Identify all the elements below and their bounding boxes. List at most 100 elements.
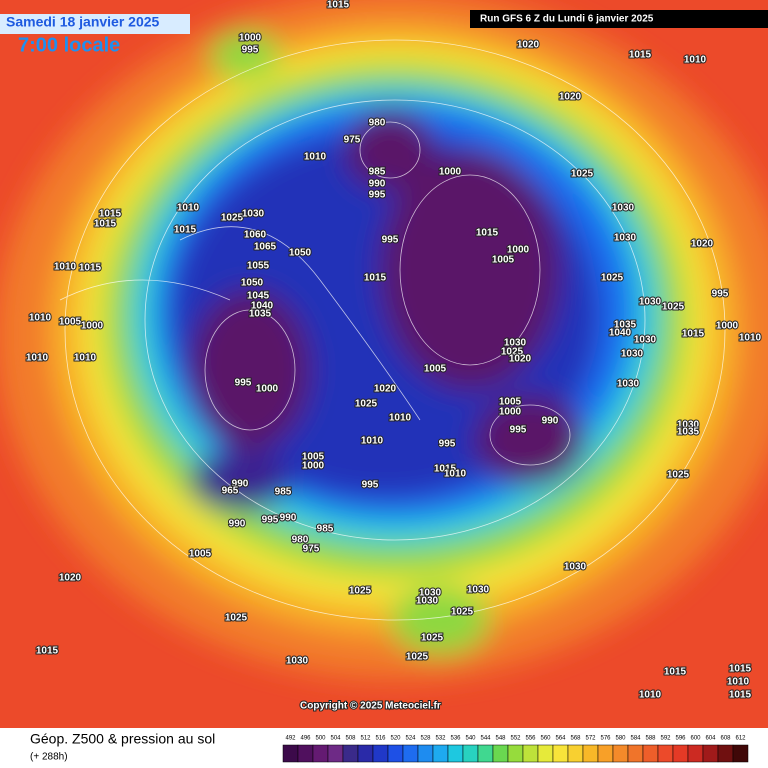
- isobar-label: 980: [369, 118, 386, 129]
- forecast-date: Samedi 18 janvier 2025: [6, 14, 160, 30]
- isobar-label: 1060: [244, 230, 267, 241]
- colorbar-swatch: [372, 744, 389, 763]
- isobar-label: 1000: [499, 407, 522, 418]
- isobar-label: 1035: [249, 309, 272, 320]
- isobar-label: 985: [369, 167, 386, 178]
- colorbar-label: 512: [360, 736, 371, 742]
- colorbar-swatch: [342, 744, 359, 763]
- isobar-label: 1010: [389, 413, 412, 424]
- colorbar-label: 528: [420, 736, 431, 742]
- colorbar-label: 580: [615, 736, 626, 742]
- isobar-label: 1025: [406, 652, 429, 663]
- isobar-label: 1030: [286, 656, 309, 667]
- isobar-label: 1005: [302, 452, 325, 463]
- colorbar-swatch: [432, 744, 449, 763]
- isobar-label: 1015: [79, 263, 102, 274]
- isobar-label: 1030: [564, 562, 587, 573]
- isobar-label: 990: [232, 479, 249, 490]
- isobar-label: 1050: [241, 278, 264, 289]
- colorbar-swatch: [642, 744, 659, 763]
- isobar-label: 995: [712, 289, 729, 300]
- colorbar-swatch: [477, 744, 494, 763]
- isobar-label: 1005: [189, 549, 212, 560]
- colorbar-label: 556: [525, 736, 536, 742]
- isobar-label: 1025: [571, 169, 594, 180]
- colorbar-label: 592: [660, 736, 671, 742]
- isobar-label: 1025: [421, 633, 444, 644]
- colorbar-label: 576: [600, 736, 611, 742]
- isobar-label: 1010: [739, 333, 762, 344]
- isobar-label: 1015: [174, 225, 197, 236]
- isobar-label: 1020: [509, 354, 532, 365]
- isobar-label: 1015: [476, 228, 499, 239]
- isobar-label: 995: [439, 439, 456, 450]
- isobar-label: 1030: [614, 233, 637, 244]
- isobar-label: 1030: [621, 349, 644, 360]
- low: [345, 110, 435, 190]
- isobar-label: 985: [317, 524, 334, 535]
- isobar-label: 995: [510, 425, 527, 436]
- isobar-label: 1045: [247, 291, 270, 302]
- colorbar-label: 532: [435, 736, 446, 742]
- isobar-label: 1015: [729, 690, 752, 701]
- isobar-label: 1005: [499, 397, 522, 408]
- colorbar-label: 536: [450, 736, 461, 742]
- isobar-label: 1040: [609, 328, 632, 339]
- colorbar-label: 548: [495, 736, 506, 742]
- isobar-label: 995: [235, 378, 252, 389]
- isobar-label: 990: [280, 513, 297, 524]
- colorbar-swatch: [702, 744, 719, 763]
- isobar-label: 1035: [677, 427, 700, 438]
- colorbar-swatch: [732, 744, 749, 763]
- colorbar-label: 508: [345, 736, 356, 742]
- colorbar-swatch: [537, 744, 554, 763]
- isobar-label: 1010: [54, 262, 77, 273]
- isobar-label: 1015: [682, 329, 705, 340]
- isobar-label: 1000: [302, 461, 325, 472]
- colorbar-label: 516: [375, 736, 386, 742]
- colorbar-label: 596: [675, 736, 686, 742]
- colorbar-swatch: [327, 744, 344, 763]
- isobar-label: 1010: [727, 677, 750, 688]
- footer-title: Géop. Z500 & pression au sol: [30, 731, 215, 747]
- colorbar-swatch: [582, 744, 599, 763]
- isobar-label: 1020: [517, 40, 540, 51]
- isobar-label: 995: [242, 45, 259, 56]
- colorbar-swatch: [312, 744, 329, 763]
- isobar-label: 1015: [327, 0, 350, 11]
- colorbar-swatch: [387, 744, 404, 763]
- isobar-label: 1030: [612, 203, 635, 214]
- colorbar-swatch: [552, 744, 569, 763]
- low: [380, 150, 560, 390]
- isobar-label: 1030: [677, 420, 700, 431]
- colorbar-label: 492: [285, 736, 296, 742]
- isobar-label: 990: [369, 179, 386, 190]
- isobar-label: 1010: [444, 469, 467, 480]
- isobar-label: 1015: [629, 50, 652, 61]
- colorbar-label: 600: [690, 736, 701, 742]
- colorbar-swatch: [597, 744, 614, 763]
- colorbar-swatch: [717, 744, 734, 763]
- low: [475, 395, 585, 485]
- isobar-label: 1030: [467, 585, 490, 596]
- colorbar-label: 540: [465, 736, 476, 742]
- isobar-label: 1025: [349, 586, 372, 597]
- colorbar-label: 500: [315, 736, 326, 742]
- isobar-label: 1050: [289, 248, 312, 259]
- colorbar-swatch: [282, 744, 299, 763]
- isobars: [59, 39, 726, 621]
- isobar-label: 1015: [364, 273, 387, 284]
- colorbar-swatch: [672, 744, 689, 763]
- colorbar-swatch: [567, 744, 584, 763]
- isobar-label: 1010: [29, 313, 52, 324]
- high: [390, 585, 490, 655]
- colorbar-swatch: [447, 744, 464, 763]
- isobar-label: 1040: [251, 301, 274, 312]
- run-box: [470, 10, 768, 28]
- isobar-label: 1020: [691, 239, 714, 250]
- isobar-label: 990: [229, 519, 246, 530]
- colorbar-label: 608: [720, 736, 731, 742]
- colorbar-label: 584: [630, 736, 641, 742]
- colorbar-label: 560: [540, 736, 551, 742]
- isobar-label: 1010: [304, 152, 327, 163]
